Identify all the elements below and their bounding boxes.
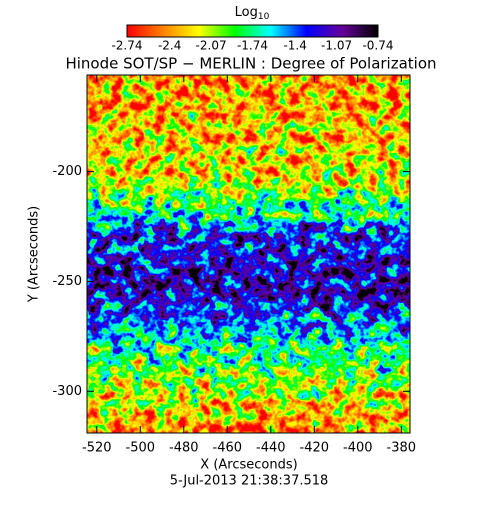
y-tick-label: -300 [52, 384, 82, 399]
polarization-image [87, 75, 410, 433]
plot-frame [86, 74, 411, 434]
colorbar [126, 24, 379, 38]
colorbar-tick-label: -1.74 [237, 39, 268, 53]
colorbar-tick-label: -2.4 [158, 39, 181, 53]
x-tick-label: -380 [387, 441, 417, 456]
chart-title: Hinode SOT/SP − MERLIN : Degree of Polar… [65, 55, 436, 73]
x-tick-label: -520 [82, 441, 112, 456]
x-tick-label: -500 [126, 441, 156, 456]
colorbar-tick-label: -2.74 [111, 39, 142, 53]
x-tick-label: -440 [256, 441, 286, 456]
colorbar-tick-label: -1.4 [283, 39, 306, 53]
colorbar-tick-label: -0.74 [362, 39, 393, 53]
x-tick-label: -480 [169, 441, 199, 456]
colorbar-tick-label: -1.07 [321, 39, 352, 53]
y-axis-label: Y (Arcseconds) [27, 206, 42, 303]
y-tick-label: -250 [52, 274, 82, 289]
colorbar-title: Log10 [235, 5, 270, 22]
y-tick-label: -200 [52, 164, 82, 179]
x-axis-label: X (Arcseconds) [200, 458, 297, 473]
x-tick-label: -420 [300, 441, 330, 456]
x-tick-label: -400 [343, 441, 373, 456]
colorbar-tick-label: -2.07 [196, 39, 227, 53]
footer-date: 5-Jul-2013 21:38:37.518 [170, 474, 329, 489]
x-tick-label: -460 [213, 441, 243, 456]
